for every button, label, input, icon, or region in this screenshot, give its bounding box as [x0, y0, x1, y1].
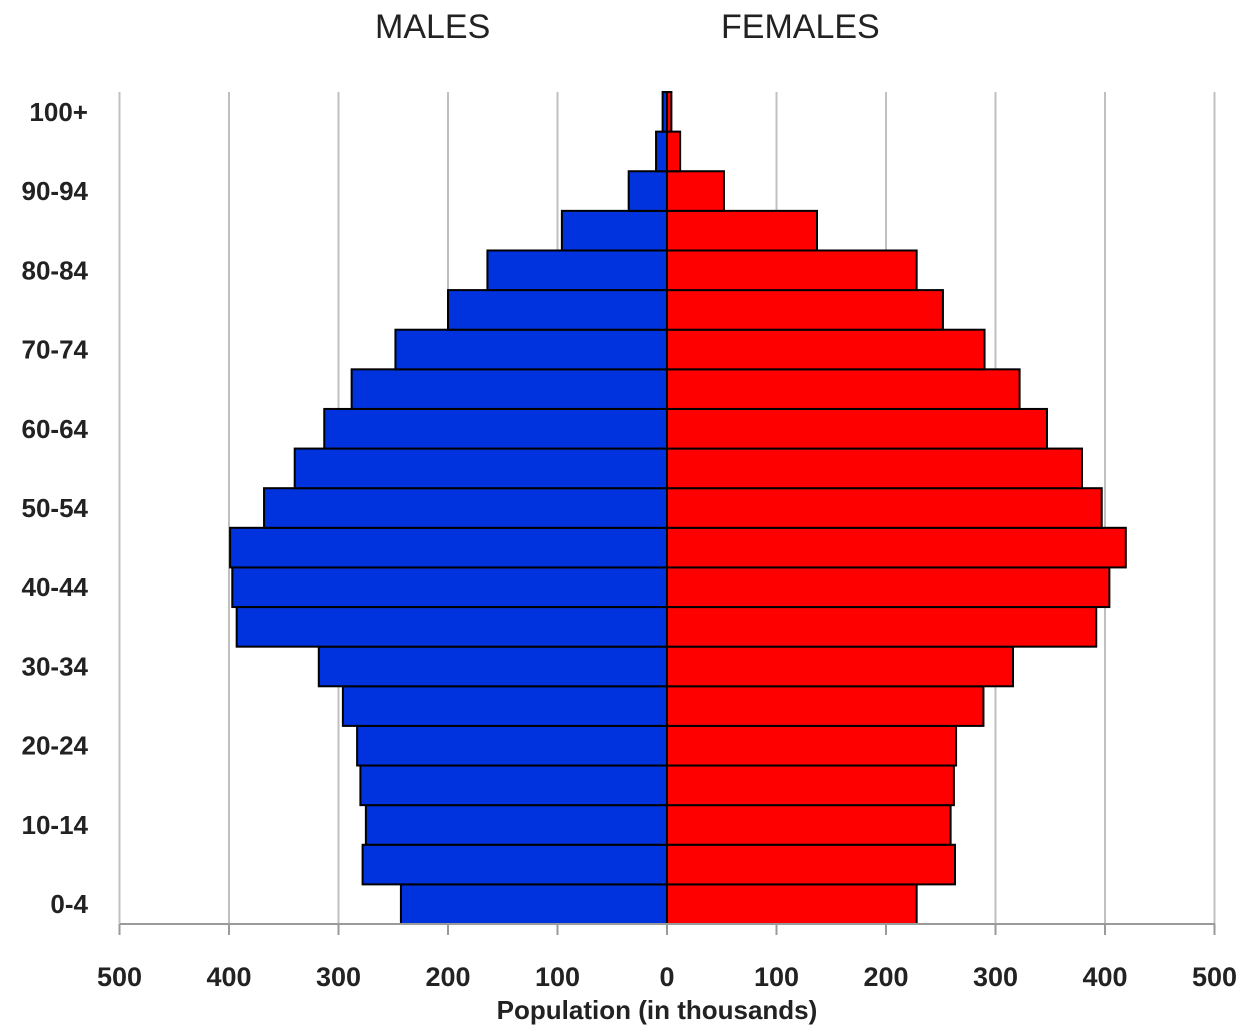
x-tick-label: 500 — [97, 962, 142, 992]
bar-males-50-54 — [263, 487, 668, 529]
bar-females-100+ — [666, 91, 673, 133]
bar-males-0-4 — [399, 883, 668, 926]
bar-females-5-9 — [666, 843, 956, 886]
y-tick-label: 90-94 — [22, 176, 89, 206]
bar-females-0-4 — [666, 883, 918, 926]
y-tick-label: 80-84 — [22, 255, 89, 285]
y-tick-label: 10-14 — [22, 810, 89, 840]
bar-females-60-64 — [666, 407, 1048, 450]
bar-males-80-84 — [486, 249, 669, 292]
x-tick-label: 300 — [973, 962, 1018, 992]
x-tick-label: 400 — [1082, 962, 1127, 992]
bar-females-80-84 — [666, 249, 918, 292]
males-heading: MALES — [375, 8, 491, 46]
bar-males-60-64 — [323, 407, 668, 450]
bar-males-70-74 — [394, 328, 668, 371]
bar-females-90-94 — [666, 170, 725, 212]
x-tick-label: 200 — [863, 962, 908, 992]
bar-males-20-24 — [356, 724, 668, 767]
y-tick-label: 20-24 — [22, 731, 89, 761]
y-axis-labels: 0-4 10-14 20-24 30-34 40-44 50-54 60-64 70-74 80… — [22, 97, 89, 919]
bar-females-65-69 — [666, 368, 1021, 410]
bar-females-40-44 — [666, 566, 1111, 609]
x-tick-label: 400 — [206, 962, 251, 992]
bar-females-55-59 — [666, 447, 1084, 490]
bar-males-5-9 — [361, 843, 668, 886]
bar-males-45-49 — [229, 526, 668, 569]
bar-males-55-59 — [293, 447, 668, 490]
bar-males-75-79 — [447, 289, 668, 331]
y-tick-label: 30-34 — [22, 651, 89, 681]
bar-females-95-99 — [666, 130, 682, 173]
x-tick-label: 100 — [754, 962, 799, 992]
bars — [229, 91, 1127, 926]
y-tick-label: 60-64 — [22, 414, 89, 444]
bar-males-25-29 — [341, 685, 668, 727]
bar-males-10-14 — [364, 804, 668, 846]
bar-females-25-29 — [666, 685, 985, 727]
x-axis-title: Population (in thousands) — [497, 995, 818, 1025]
x-tick-label: 200 — [425, 962, 470, 992]
bar-females-10-14 — [666, 804, 952, 846]
bar-females-30-34 — [666, 645, 1015, 688]
bar-females-85-89 — [666, 209, 819, 252]
females-heading: FEMALES — [721, 8, 880, 46]
bar-females-75-79 — [666, 289, 944, 331]
bar-males-90-94 — [627, 170, 668, 212]
bar-males-85-89 — [560, 209, 669, 252]
bar-males-30-34 — [317, 645, 668, 688]
bar-females-50-54 — [666, 487, 1103, 529]
bar-males-35-39 — [235, 606, 668, 648]
bar-females-15-19 — [666, 764, 955, 807]
y-tick-label: 50-54 — [22, 493, 89, 523]
x-tick-label: 100 — [535, 962, 580, 992]
bar-males-95-99 — [655, 130, 668, 173]
bar-females-45-49 — [666, 526, 1127, 569]
y-tick-label: 0-4 — [50, 889, 88, 919]
x-axis-labels: 500 400 300 200 100 0 100 200 300 400 500 — [97, 962, 1237, 992]
bar-males-15-19 — [359, 764, 668, 807]
bar-males-65-69 — [350, 368, 668, 410]
y-tick-label: 70-74 — [22, 335, 89, 365]
bar-males-40-44 — [231, 566, 668, 609]
x-tick-label: 0 — [659, 962, 674, 992]
bar-females-70-74 — [666, 328, 986, 371]
y-tick-label: 100+ — [29, 97, 88, 127]
y-tick-label: 40-44 — [22, 572, 89, 602]
bar-females-20-24 — [666, 724, 958, 767]
x-tick-label: 500 — [1192, 962, 1237, 992]
bar-females-35-39 — [666, 606, 1098, 648]
x-tick-label: 300 — [316, 962, 361, 992]
